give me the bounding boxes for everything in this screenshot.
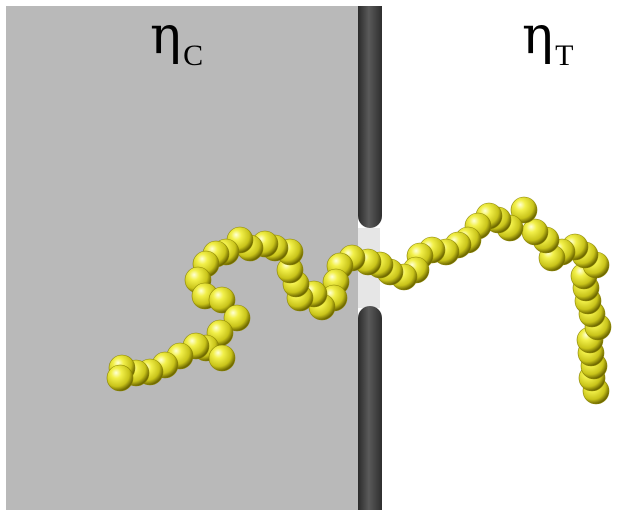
polymer-bead	[223, 304, 251, 332]
cis-region	[6, 6, 358, 510]
polymer-bead	[208, 286, 236, 314]
wall-upper-cap	[358, 6, 382, 36]
polymer-bead	[208, 344, 236, 372]
label-eta-cis: ηC	[150, 10, 203, 71]
label-eta-trans: ηT	[522, 10, 573, 71]
wall-lower-segment	[358, 306, 382, 510]
wall-lower-cap	[358, 480, 382, 510]
label-eta-cis-subscript: C	[183, 39, 204, 72]
label-eta-cis-symbol: η	[150, 6, 182, 66]
polymer-bead	[510, 196, 538, 224]
label-eta-trans-subscript: T	[555, 39, 574, 72]
polymer-bead	[106, 364, 134, 392]
polymer-chain	[106, 196, 612, 405]
label-eta-trans-symbol: η	[522, 6, 554, 66]
wall-upper-segment	[358, 6, 382, 228]
